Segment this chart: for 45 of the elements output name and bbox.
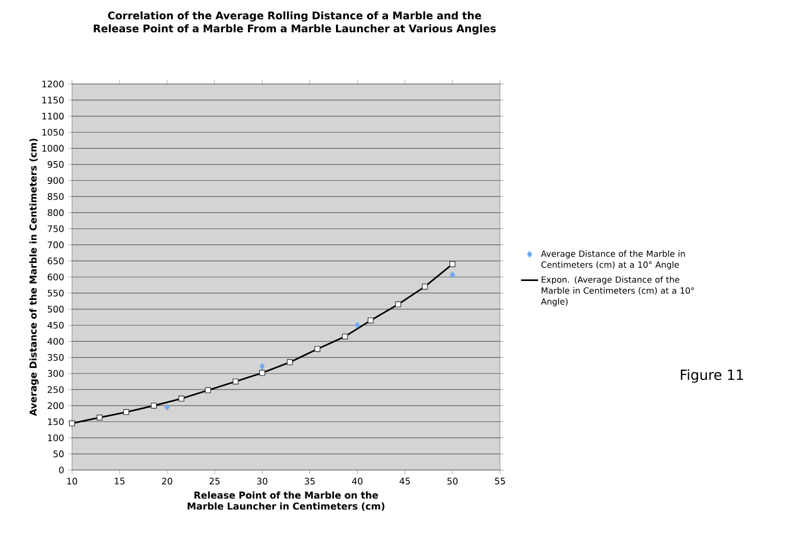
y-tick-label: 600 xyxy=(48,274,64,280)
y-tick-label: 150 xyxy=(48,418,64,426)
x-tick-label: 45 xyxy=(400,478,410,484)
y-tick-label: 850 xyxy=(48,193,64,200)
y-tick-label: 100 xyxy=(48,434,64,442)
chart-title: Correlation of the Average Rolling Distance of a Marble and the Release Point of a Marble From a Marble Launcher at Various Angles xyxy=(94,11,496,34)
y-tick-label: 700 xyxy=(48,241,64,248)
y-tick-label: 800 xyxy=(48,209,64,216)
y-tick-label: 200 xyxy=(48,402,64,410)
caption: Figure 11 xyxy=(680,369,744,383)
x-tick-label: 55 xyxy=(494,478,505,484)
x-tick-label: 40 xyxy=(352,478,362,485)
x-tick-label: 30 xyxy=(257,478,268,485)
y-tick-label: 0 xyxy=(59,466,64,474)
y-tick-label: 1050 xyxy=(42,128,64,136)
y-tick-label: 300 xyxy=(48,370,64,377)
x-axis-title: Release Point of the Marble on the Marble Launcher in Centimeters (cm) xyxy=(188,491,384,511)
x-tick-label: 25 xyxy=(210,478,220,485)
y-tick-label: 1150 xyxy=(42,96,64,104)
x-tick-label: 35 xyxy=(304,478,315,485)
point xyxy=(450,271,456,278)
y-tick-label: 1100 xyxy=(42,112,64,120)
y-tick-label: 50 xyxy=(54,450,64,458)
legend-label: Expon. (Average Distance of the Marble in Centimeters (cm) at a 10° Angle) xyxy=(540,276,694,306)
point xyxy=(260,363,265,370)
y-tick-label: 550 xyxy=(48,290,64,296)
y-tick-label: 350 xyxy=(48,354,64,361)
y-tick-label: 950 xyxy=(48,161,64,168)
x-tick-label: 20 xyxy=(162,478,172,485)
y-tick-label: 650 xyxy=(48,258,64,264)
y-tick-label: 450 xyxy=(48,322,64,329)
x-tick-label: 50 xyxy=(447,478,458,485)
y-tick-label: 1200 xyxy=(42,80,64,88)
x-tick-label: 15 xyxy=(114,478,124,484)
y-tick-label: 250 xyxy=(48,386,64,393)
point xyxy=(164,404,170,411)
point xyxy=(354,322,360,329)
y-axis-title: Average Distance of the Marble in Centimeters (cm) xyxy=(29,138,39,416)
x-tick-label: 10 xyxy=(67,478,78,485)
y-tick-label: 400 xyxy=(48,338,64,345)
legend-label: Average Distance of the Marble in Centimeters (cm) at a 10° Angle xyxy=(540,250,685,270)
y-tick-label: 1000 xyxy=(42,144,64,152)
y-tick-label: 900 xyxy=(48,177,64,184)
y-tick-label: 750 xyxy=(48,225,64,232)
y-tick-label: 500 xyxy=(48,306,64,313)
